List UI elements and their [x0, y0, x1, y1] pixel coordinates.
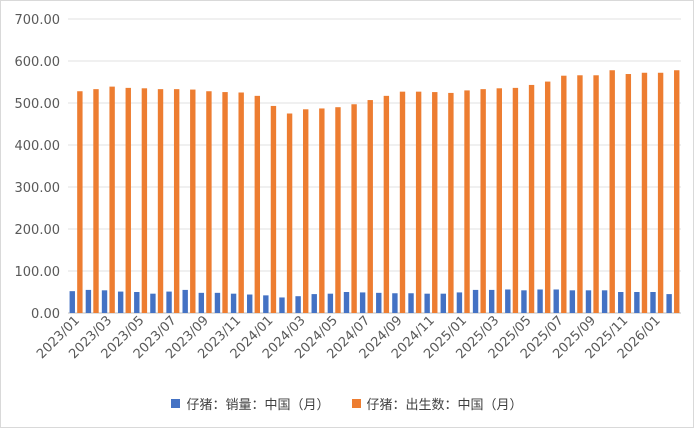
- bar-sales: [166, 291, 172, 313]
- bar-births: [480, 89, 486, 313]
- legend-label-births: 仔猪：出生数：中国（月）: [366, 398, 523, 413]
- bar-sales: [666, 294, 672, 313]
- bar-births: [206, 91, 212, 314]
- bar-births: [222, 92, 228, 313]
- bar-births: [448, 92, 454, 313]
- bar-births: [544, 81, 551, 313]
- bar-births: [383, 95, 390, 313]
- bar-births: [609, 70, 615, 314]
- legend-swatch-sales: [171, 399, 181, 408]
- bar-sales: [537, 289, 543, 313]
- bar-sales: [85, 289, 92, 313]
- bar-sales: [634, 292, 640, 313]
- legend: 仔猪：销量：中国（月） 仔猪：出生数：中国（月）: [1, 394, 693, 413]
- legend-label-sales: 仔猪：销量：中国（月）: [186, 398, 330, 413]
- bar-births: [464, 90, 470, 314]
- bar-births: [303, 109, 309, 313]
- bar-sales: [472, 289, 479, 313]
- bar-sales: [521, 290, 527, 313]
- bar-births: [577, 75, 583, 313]
- bar-sales: [198, 292, 205, 313]
- bar-sales: [263, 295, 269, 313]
- bar-births: [657, 72, 664, 313]
- bar-births: [367, 100, 373, 313]
- bar-sales: [182, 289, 188, 313]
- bar-births: [157, 89, 164, 313]
- bar-sales: [69, 291, 75, 313]
- bar-sales: [392, 293, 398, 313]
- bar-sales: [101, 290, 108, 313]
- bar-births: [351, 104, 357, 313]
- bar-sales: [601, 290, 608, 313]
- bar-births: [593, 75, 599, 313]
- bar-sales: [311, 294, 317, 313]
- bar-sales: [327, 293, 334, 313]
- bar-births: [173, 89, 180, 313]
- bar-sales: [488, 289, 495, 313]
- bar-births: [641, 72, 648, 313]
- bar-sales: [230, 293, 237, 313]
- bar-births: [93, 89, 99, 313]
- bar-births: [270, 105, 277, 313]
- legend-item-sales: 仔猪：销量：中国（月）: [171, 394, 330, 413]
- bar-births: [415, 91, 422, 313]
- bar-births: [238, 92, 244, 313]
- legend-swatch-births: [351, 399, 361, 408]
- y-tick-label: 300.00: [15, 181, 61, 196]
- bar-births: [125, 87, 131, 313]
- bar-births: [496, 88, 502, 313]
- bar-sales: [440, 293, 446, 313]
- legend-item-births: 仔猪：出生数：中国（月）: [351, 394, 523, 413]
- bar-sales: [279, 297, 285, 313]
- y-tick-label: 400.00: [15, 139, 61, 154]
- bar-sales: [150, 293, 156, 313]
- bar-births: [335, 107, 341, 313]
- bar-births: [141, 88, 148, 313]
- bar-births: [77, 91, 83, 314]
- bar-sales: [247, 294, 253, 313]
- bar-births: [319, 108, 325, 314]
- y-tick-label: 700.00: [15, 13, 61, 28]
- bar-sales: [408, 293, 414, 313]
- bar-sales: [295, 296, 301, 313]
- bar-sales: [618, 292, 624, 313]
- bar-sales: [343, 292, 350, 313]
- y-tick-label: 500.00: [15, 97, 61, 112]
- bar-births: [432, 92, 438, 313]
- y-tick-label: 100.00: [15, 265, 61, 280]
- bar-sales: [650, 292, 656, 313]
- y-tick-label: 600.00: [15, 55, 61, 70]
- bar-births: [254, 95, 261, 313]
- bar-births: [512, 87, 519, 313]
- bar-sales: [359, 292, 366, 313]
- bar-sales: [585, 290, 592, 313]
- bar-sales: [117, 291, 124, 313]
- bar-births: [674, 70, 680, 314]
- bar-sales: [214, 292, 221, 313]
- bar-sales: [553, 289, 559, 313]
- bar-sales: [456, 292, 463, 313]
- y-tick-label: 0.00: [31, 307, 60, 322]
- bar-births: [190, 89, 196, 313]
- bar-sales: [376, 292, 382, 313]
- y-tick-label: 200.00: [15, 223, 61, 238]
- bar-sales: [424, 293, 430, 313]
- bar-births: [625, 74, 632, 314]
- bar-sales: [569, 290, 576, 313]
- bar-births: [399, 91, 406, 313]
- bar-sales: [505, 289, 511, 313]
- bar-births: [286, 113, 293, 313]
- bar-births: [109, 86, 115, 314]
- bar-births: [561, 75, 567, 313]
- bar-births: [528, 84, 535, 313]
- bar-sales: [134, 292, 140, 313]
